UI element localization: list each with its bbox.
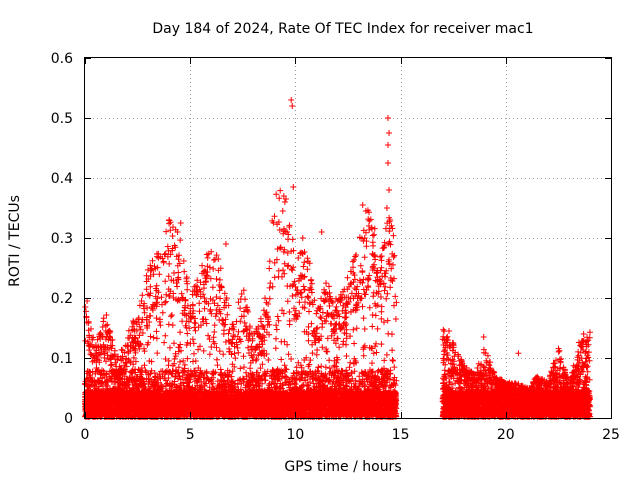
roti-point	[480, 334, 487, 340]
roti-point	[383, 205, 390, 211]
x-tick-label: 20	[497, 427, 515, 443]
roti-point	[386, 187, 393, 193]
y-axis-title: ROTI / TECUs	[7, 195, 23, 287]
roti-point	[299, 235, 306, 241]
roti-point	[166, 217, 173, 223]
roti-point	[318, 229, 325, 235]
x-tick-label: 15	[392, 427, 410, 443]
roti-point	[290, 184, 297, 190]
x-tick-label: 5	[186, 427, 195, 443]
x-tick-label: 10	[286, 427, 304, 443]
chart-title: Day 184 of 2024, Rate Of TEC Index for r…	[152, 21, 533, 37]
plot-frame	[84, 57, 612, 419]
y-tick-label: 0.3	[51, 231, 73, 247]
roti-point	[289, 103, 296, 109]
roti-point	[384, 115, 391, 121]
y-tick-label: 0.6	[51, 51, 73, 67]
roti-point	[580, 331, 587, 337]
roti-point	[586, 329, 593, 336]
x-tick-label: 0	[81, 427, 90, 443]
roti-point	[174, 229, 181, 235]
x-tick-label: 25	[602, 427, 620, 443]
roti-point	[362, 208, 369, 214]
data-points	[82, 97, 593, 420]
roti-point	[359, 202, 366, 208]
roti-point	[384, 160, 391, 166]
roti-point	[288, 97, 295, 103]
y-tick-label: 0.5	[51, 111, 73, 127]
roti-point	[386, 130, 393, 136]
roti-point	[387, 217, 394, 223]
y-tick-label: 0.4	[51, 171, 73, 187]
roti-point	[222, 241, 229, 247]
roti-point	[384, 142, 391, 148]
roti-point	[282, 196, 289, 202]
roti-point	[177, 220, 184, 226]
y-tick-label: 0.2	[51, 291, 73, 307]
x-axis-title: GPS time / hours	[284, 459, 401, 475]
roti-point	[279, 208, 286, 214]
roti-point	[515, 350, 522, 357]
roti-point-cloud	[82, 187, 593, 420]
axis-ticks: 0 5 10 15 20 25 0 0.1 0.2 0.3 0.4 0.5 0.6	[51, 51, 620, 443]
y-tick-label: 0	[64, 411, 73, 427]
grid-layer	[85, 58, 611, 418]
roti-point	[445, 328, 452, 334]
roti-point	[281, 199, 288, 205]
y-tick-label: 0.1	[51, 351, 73, 367]
